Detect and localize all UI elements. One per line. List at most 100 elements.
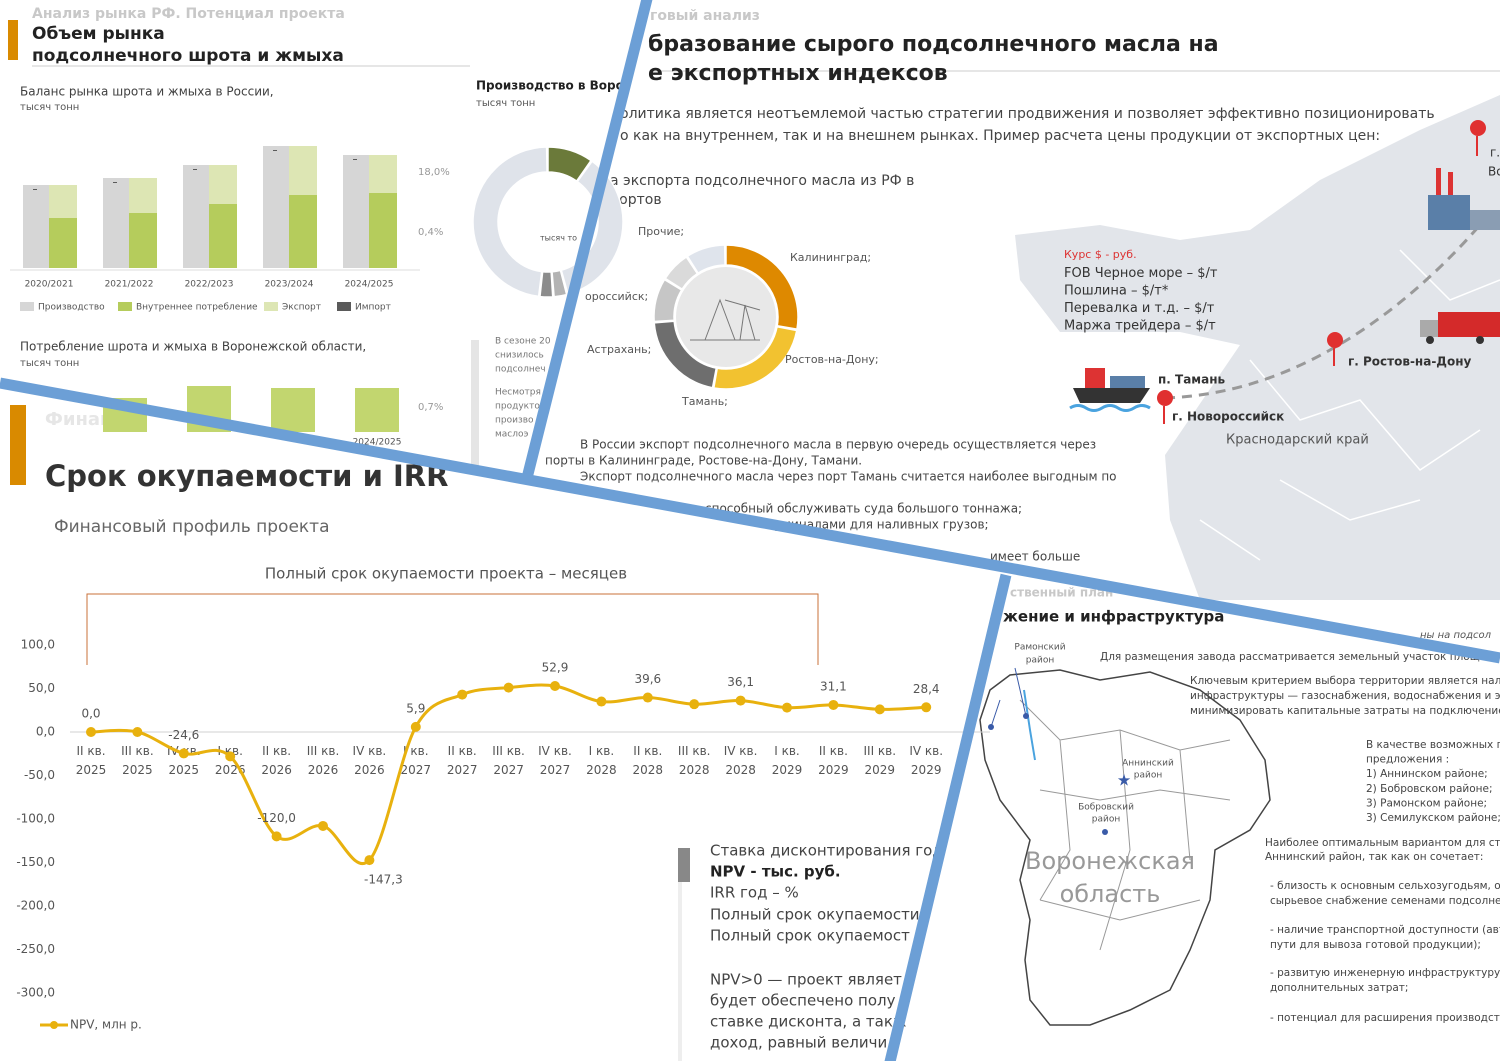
x-tick-label: 2022/2023 bbox=[185, 280, 234, 290]
data-label: -24,6 bbox=[168, 728, 199, 742]
district: Рамонский bbox=[1014, 643, 1065, 653]
side-text: В сезоне 20 снизилось подсолнеч Несмотря про… bbox=[495, 337, 551, 440]
npv-point bbox=[503, 682, 514, 693]
text-line: продукто bbox=[495, 402, 540, 412]
bar bbox=[113, 182, 117, 183]
text-line: имеет больше bbox=[990, 550, 1080, 564]
legend-swatch bbox=[20, 302, 34, 311]
npv-point bbox=[225, 751, 236, 762]
bar bbox=[343, 155, 369, 268]
title: жение и инфраструктура bbox=[1003, 608, 1224, 626]
text-line: пути для вывоза готовой продукции); bbox=[1270, 939, 1481, 951]
bar bbox=[49, 218, 77, 268]
y-tick-label: -200,0 bbox=[16, 899, 55, 913]
accent-bar bbox=[8, 20, 18, 60]
donut-segment bbox=[547, 146, 592, 183]
npv-point bbox=[828, 699, 839, 710]
kicker: говый анализ bbox=[650, 8, 760, 24]
region-label: область bbox=[1060, 880, 1161, 908]
donut-segment bbox=[725, 244, 799, 331]
data-label: 36,1 bbox=[727, 675, 754, 689]
text-line: В сезоне 20 bbox=[495, 337, 551, 347]
text-line: подсолнеч bbox=[495, 365, 546, 375]
map-land bbox=[1015, 95, 1500, 600]
truck-icon bbox=[1420, 312, 1500, 344]
npv-point bbox=[132, 727, 143, 737]
y-tick-label: -50,0 bbox=[24, 768, 55, 782]
unit: тысяч тонн bbox=[476, 98, 535, 109]
bar bbox=[209, 204, 237, 268]
bar bbox=[129, 178, 157, 213]
ship-icon bbox=[1069, 368, 1151, 412]
chart-title: Потребление шрота и жмыха в Воронежской … bbox=[20, 340, 366, 354]
district: район bbox=[1092, 815, 1121, 825]
bar bbox=[33, 189, 37, 190]
text-line: Несмотря bbox=[495, 388, 541, 398]
bar bbox=[355, 388, 399, 432]
text-line: произво bbox=[495, 416, 534, 426]
x-tick-label: III кв. 2028 bbox=[678, 744, 711, 777]
box-text: Ставка дисконтирования год NPV - тыс. руб… bbox=[710, 842, 943, 1052]
x-tick-label: IV кв. 2026 bbox=[353, 744, 387, 777]
unit: тысяч тонн bbox=[20, 358, 79, 369]
x-tick-label: III кв. 2026 bbox=[307, 744, 340, 777]
text-line: п. Тамань bbox=[1158, 373, 1226, 387]
bar bbox=[273, 150, 277, 151]
text-line: маслоэ bbox=[495, 430, 529, 440]
note: 18,0% bbox=[418, 167, 450, 178]
donut-segment bbox=[664, 255, 699, 291]
bar bbox=[369, 155, 397, 193]
data-label: -120,0 bbox=[257, 811, 296, 825]
district: район bbox=[1026, 656, 1055, 666]
x-tick-label: I кв. 2029 bbox=[772, 744, 803, 777]
text-line: Перевалка и т.д. – $/т bbox=[1064, 301, 1215, 316]
district: Аннинский bbox=[1122, 759, 1174, 769]
region-label: Краснодарский край bbox=[1226, 433, 1369, 448]
data-label: 39,6 bbox=[634, 672, 661, 686]
title: Объем рынка bbox=[32, 24, 165, 44]
x-tick-label: II кв. 2026 bbox=[261, 744, 292, 777]
x-tick-label: II кв. 2027 bbox=[447, 744, 478, 777]
text-line: - развитую инженерную инфраструктуру, ч bbox=[1270, 967, 1500, 979]
y-tick-label: 100,0 bbox=[21, 638, 55, 652]
text-line: NPV - тыс. руб. bbox=[710, 863, 841, 881]
bar bbox=[49, 185, 77, 218]
text-line: 3) Семилукском районе; bbox=[1366, 812, 1500, 824]
donut-segment bbox=[686, 244, 726, 275]
text-line: Полный срок окупаемост bbox=[710, 927, 910, 945]
bar bbox=[183, 165, 209, 268]
text-line: Наиболее оптимальным вариантом для стро bbox=[1265, 837, 1500, 849]
donut-segment bbox=[551, 269, 568, 298]
y-tick-label: -250,0 bbox=[16, 942, 55, 956]
npv-point bbox=[271, 831, 282, 842]
text-line: В качестве возможных пл bbox=[1366, 739, 1500, 751]
bar bbox=[369, 193, 397, 268]
text-line: портов bbox=[610, 192, 662, 208]
bar bbox=[193, 169, 197, 170]
crane bbox=[690, 298, 761, 341]
note: 0,4% bbox=[418, 227, 443, 238]
y-tick-label: -100,0 bbox=[16, 812, 55, 826]
npv-point bbox=[318, 820, 328, 831]
text-line: будет обеспечено полу bbox=[710, 992, 896, 1010]
title: е экспортных индексов bbox=[648, 61, 948, 86]
legend-swatch bbox=[118, 302, 132, 311]
text-line: предложения : bbox=[1366, 754, 1449, 766]
text-line: В России экспорт подсолнечного масла в п… bbox=[580, 438, 1096, 452]
npv-point bbox=[86, 727, 96, 737]
npv-point bbox=[735, 695, 746, 706]
legend-label: Импорт bbox=[355, 303, 391, 313]
donut-label: Астрахань; bbox=[587, 343, 651, 356]
x-tick-label: 2021/2022 bbox=[105, 280, 154, 290]
bar bbox=[289, 195, 317, 268]
x-tick-label: 2024/2025 bbox=[345, 280, 394, 290]
x-tick-label: 2024/2025 bbox=[353, 438, 402, 448]
route bbox=[1164, 224, 1482, 400]
bar bbox=[23, 185, 49, 268]
npv-point bbox=[596, 696, 607, 707]
text-line: способный обслуживать суда большого тонн… bbox=[705, 502, 1022, 516]
x-tick-label: IV кв. 2028 bbox=[724, 744, 758, 777]
text-line: IRR год – % bbox=[710, 884, 799, 902]
text-line: 2) Бобровском районе; bbox=[1366, 783, 1493, 795]
